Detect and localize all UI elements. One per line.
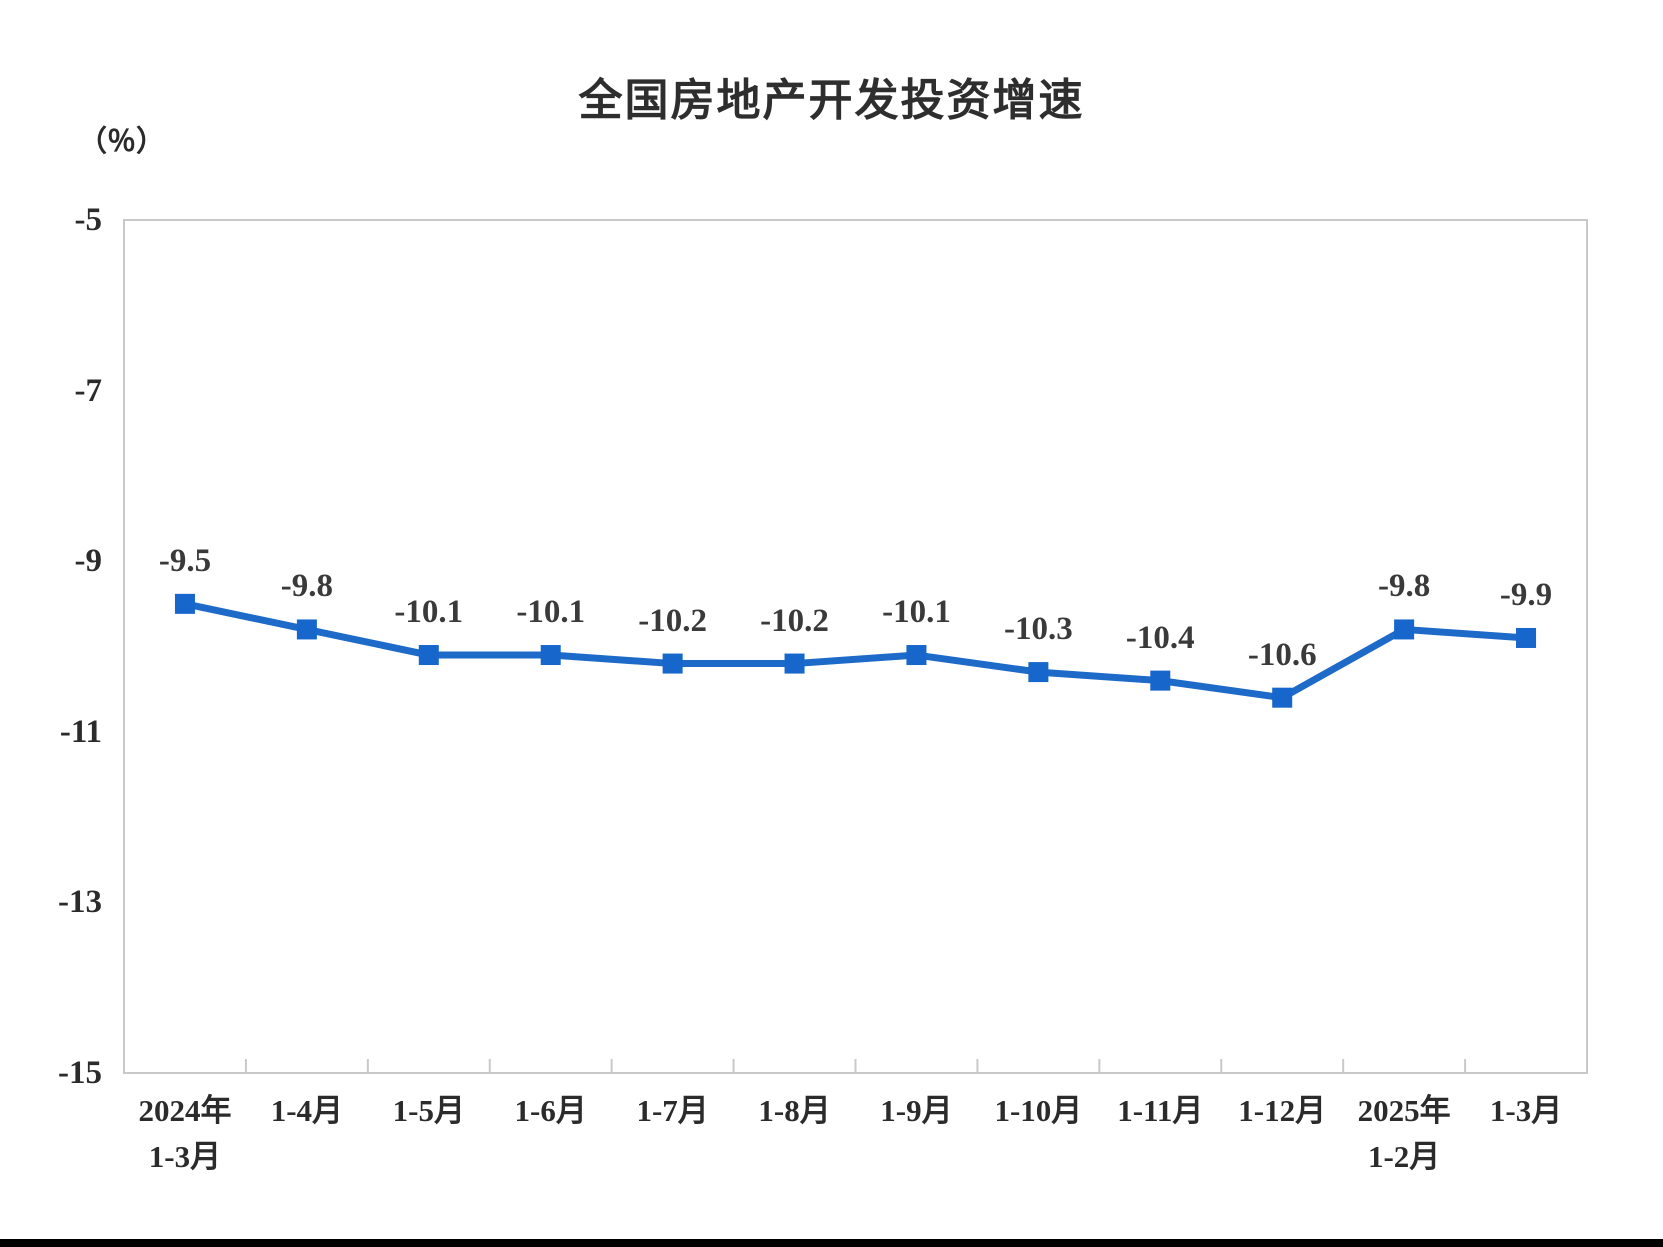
x-axis-category-label: 1-8月 [758,1093,831,1128]
data-point-label: -10.1 [516,594,586,631]
data-point-label: -9.8 [1378,568,1431,605]
x-axis-category-label: 2024年 1-3月 [138,1093,232,1174]
series-marker [540,645,561,666]
x-axis-category-label: 1-5月 [392,1093,465,1128]
series-marker [1516,627,1537,648]
series-marker [1272,687,1293,708]
data-point-label: -10.6 [1247,636,1317,673]
y-axis-tick-label: -9 [74,543,103,580]
x-axis-category-label: 1-10月 [994,1093,1083,1128]
x-axis-category-label: 1-4月 [270,1093,344,1128]
x-axis-category-label: 1-9月 [880,1093,953,1128]
y-axis-tick-label: -5 [74,202,103,238]
series-marker [1394,619,1415,640]
series-marker [418,645,439,666]
series-marker [296,619,317,640]
x-axis-category-label: 1-6月 [514,1093,587,1128]
series-marker [906,645,927,666]
x-axis-category-label: 1-11月 [1117,1093,1204,1128]
y-axis-tick-label: -15 [58,1055,102,1091]
y-axis-tick-label: -7 [74,372,103,409]
data-point-label: -9.8 [280,568,333,605]
x-axis-category-label: 1-7月 [636,1093,709,1128]
data-point-label: -9.9 [1499,576,1553,613]
series-marker [1028,662,1049,683]
data-point-label: -10.4 [1125,619,1195,656]
x-axis-category-label: 2025年 1-2月 [1357,1093,1451,1174]
series-marker [662,653,683,674]
y-axis-tick-label: -13 [58,884,102,921]
data-point-label: -10.1 [882,594,951,631]
series-line [181,600,1530,702]
data-point-label: -10.1 [394,594,464,631]
series-marker [174,593,195,614]
bottom-black-bar [0,1239,1663,1247]
data-point-label: -9.5 [158,542,212,579]
data-point-label: -10.3 [1004,611,1073,648]
series-marker [784,653,805,674]
series-marker [1150,670,1171,691]
y-axis-tick-label: -11 [59,713,102,750]
data-point-label: -10.2 [638,602,707,639]
x-axis-category-label: 1-3月 [1489,1093,1563,1128]
x-axis-category-label: 1-12月 [1238,1093,1327,1128]
chart-title: 全国房地产开发投资增速 [578,76,1085,125]
data-point-label: -10.2 [760,602,829,639]
y-axis-unit-label: （％） [78,126,166,158]
